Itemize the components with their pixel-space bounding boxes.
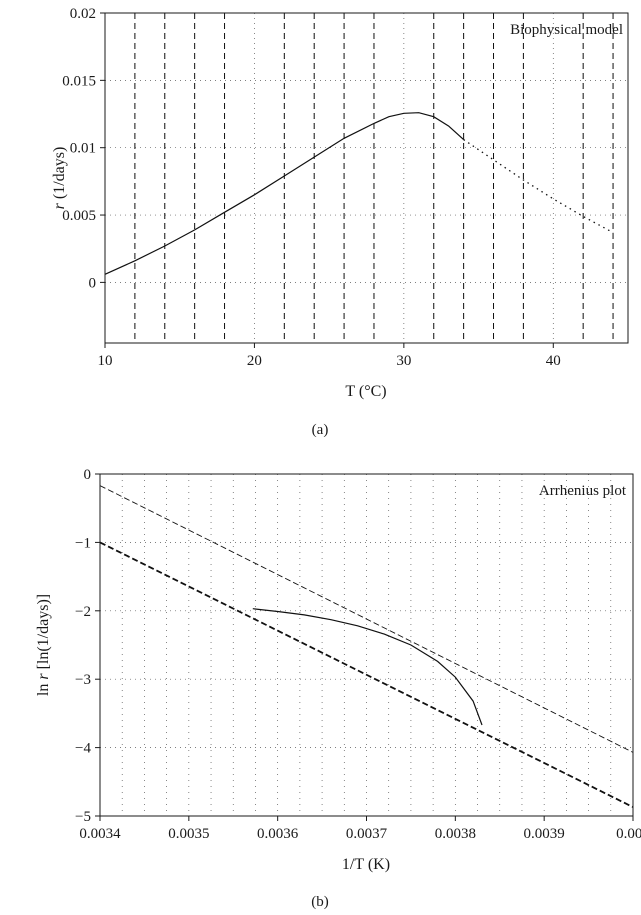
b-series-solid-line bbox=[252, 608, 483, 726]
b-y-axis-label: ln r [ln(1/days)] bbox=[35, 594, 52, 696]
b-x-tick-label: 0.0035 bbox=[168, 826, 209, 842]
b-panel-caption: (b) bbox=[311, 894, 329, 910]
b-x-tick-label: 0.0036 bbox=[257, 826, 299, 842]
a-y-tick-label: 0 bbox=[89, 275, 97, 291]
b-x-tick-label: 0.0037 bbox=[346, 826, 388, 842]
a-plot-frame bbox=[104, 12, 629, 344]
b-x-ticks: 0.0034 0.0035 0.0036 0.0037 0.0038 0.0039 0.00… bbox=[79, 816, 641, 842]
panel-a: 10 20 30 40 0 0.005 0.01 0.015 0.02 Biophysical… bbox=[51, 6, 629, 438]
a-x-tick-label: 30 bbox=[396, 353, 411, 369]
a-y-ticks: 0 0.005 0.01 0.015 0.02 bbox=[62, 6, 105, 291]
a-y-tick-label: 0.015 bbox=[62, 73, 96, 89]
a-series bbox=[104, 112, 614, 275]
b-grid bbox=[100, 473, 633, 817]
b-series-dashed-thick-line bbox=[99, 541, 634, 808]
a-x-ticks: 10 20 30 40 bbox=[98, 343, 561, 369]
a-y-tick-label: 0.01 bbox=[70, 141, 96, 157]
a-series-dotted-line bbox=[463, 139, 614, 234]
a-y-tick-label: 0.02 bbox=[70, 6, 96, 22]
a-y-tick-label: 0.005 bbox=[62, 208, 96, 224]
b-x-tick-label: 0.004 bbox=[616, 826, 641, 842]
b-annotation: Arrhenius plot bbox=[539, 483, 627, 499]
a-vertical-dashed-lines bbox=[134, 13, 614, 343]
b-y-tick-label: 0 bbox=[84, 467, 92, 483]
b-x-tick-label: 0.0034 bbox=[79, 826, 121, 842]
a-x-tick-label: 40 bbox=[546, 353, 561, 369]
a-annotation: Biophysical model bbox=[510, 22, 623, 38]
a-series-solid-line bbox=[104, 112, 465, 275]
a-x-axis-label: T (°C) bbox=[345, 383, 386, 400]
b-y-tick-label: −5 bbox=[75, 809, 91, 825]
b-y-ticks: 0 −1 −2 −3 −4 −5 bbox=[75, 467, 100, 825]
b-y-tick-label: −3 bbox=[75, 672, 91, 688]
b-series bbox=[99, 485, 634, 808]
b-x-tick-label: 0.0038 bbox=[435, 826, 476, 842]
a-grid bbox=[105, 12, 628, 343]
b-plot-frame bbox=[99, 473, 634, 817]
b-series-dashed-thin-line bbox=[99, 485, 634, 753]
b-y-tick-label: −4 bbox=[75, 741, 91, 757]
a-panel-caption: (a) bbox=[312, 422, 329, 438]
panel-b: 0.0034 0.0035 0.0036 0.0037 0.0038 0.0039 0.00… bbox=[35, 467, 641, 910]
a-x-tick-label: 20 bbox=[247, 353, 262, 369]
b-y-tick-label: −1 bbox=[75, 535, 91, 551]
b-y-tick-label: −2 bbox=[75, 604, 91, 620]
a-y-axis-label: r (1/days) bbox=[51, 147, 68, 210]
b-x-tick-label: 0.0039 bbox=[524, 826, 565, 842]
b-x-axis-label: 1/T (K) bbox=[342, 856, 390, 873]
a-x-tick-label: 10 bbox=[98, 353, 113, 369]
